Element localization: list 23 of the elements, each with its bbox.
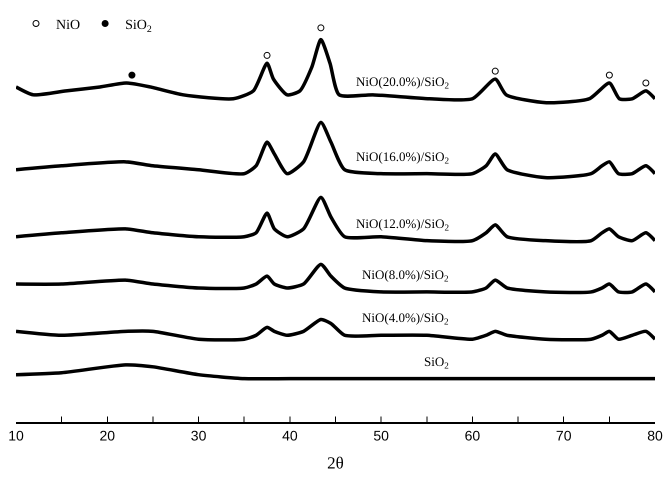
- x-tick-label: 20: [100, 428, 116, 444]
- point: [606, 72, 613, 79]
- x-tick-label: 10: [8, 428, 24, 444]
- x-tick-label: 70: [556, 428, 572, 444]
- point: [264, 52, 271, 59]
- x-tick-label: 50: [373, 428, 390, 444]
- point: [642, 80, 650, 87]
- point: [128, 72, 136, 79]
- x-axis-title: 2θ: [327, 453, 344, 472]
- series-label: NiO(16.0%)/SiO$_{2}$: [356, 149, 450, 166]
- x-tick-label: 30: [190, 428, 207, 444]
- x-tick-label: 60: [464, 428, 480, 444]
- series-label: NiO(12.0%)/SiO$_{2}$: [356, 216, 450, 233]
- legend-label: SiO$_{2}$: [125, 18, 152, 35]
- legend-label: NiO: [56, 18, 80, 33]
- x-tick-label: 80: [647, 428, 663, 444]
- x-tick-label: 40: [282, 428, 298, 444]
- point: [492, 68, 499, 75]
- series-label: NiO(8.0%)/SiO$_{2}$: [362, 267, 449, 284]
- series-label: NiO(20.0%)/SiO$_{2}$: [356, 74, 450, 91]
- series-label: SiO$_{2}$: [424, 354, 450, 371]
- series-label: NiO(4.0%)/SiO$_{2}$: [362, 310, 449, 327]
- point: [317, 24, 324, 32]
